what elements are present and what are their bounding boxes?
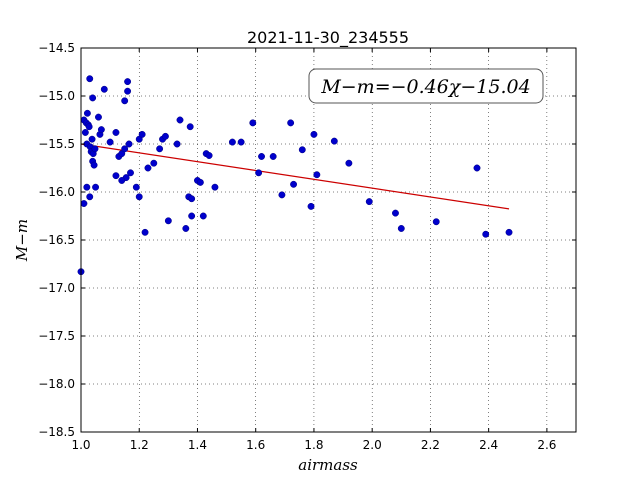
data-point bbox=[237, 138, 245, 146]
data-point bbox=[176, 116, 184, 124]
y-tick-label: −15.0 bbox=[38, 89, 75, 103]
data-point bbox=[205, 152, 213, 159]
x-tick-label: 1.4 bbox=[188, 438, 207, 452]
data-point bbox=[144, 164, 152, 172]
data-point bbox=[89, 94, 97, 102]
y-tick-label: −18.5 bbox=[38, 425, 75, 439]
data-point bbox=[161, 132, 169, 140]
data-point bbox=[182, 225, 190, 232]
data-point bbox=[173, 140, 181, 148]
fit-line-layer bbox=[80, 143, 510, 210]
data-point bbox=[112, 172, 120, 180]
x-tick-label: 2.0 bbox=[363, 438, 382, 452]
data-point bbox=[473, 164, 481, 172]
data-point bbox=[118, 177, 126, 184]
x-axis-label: airmass bbox=[298, 456, 358, 474]
data-point bbox=[186, 123, 194, 131]
data-point bbox=[255, 169, 263, 177]
grid bbox=[81, 47, 576, 433]
data-point bbox=[141, 228, 149, 236]
data-point bbox=[88, 135, 96, 143]
data-point bbox=[80, 200, 88, 207]
data-point bbox=[397, 225, 405, 232]
x-tick-label: 2.4 bbox=[479, 438, 498, 452]
data-point bbox=[121, 97, 129, 105]
data-point bbox=[86, 193, 94, 201]
data-point bbox=[188, 195, 196, 203]
x-tick-label: 1.6 bbox=[246, 438, 265, 452]
data-point bbox=[81, 129, 89, 136]
data-point bbox=[164, 217, 172, 225]
data-point bbox=[258, 153, 265, 160]
y-tick-label: −16.5 bbox=[38, 233, 75, 247]
data-point bbox=[100, 85, 108, 93]
y-axis-label: M−m bbox=[13, 219, 31, 262]
data-point bbox=[83, 109, 91, 117]
x-tick-label: 1.0 bbox=[71, 438, 90, 452]
data-point bbox=[432, 218, 440, 226]
data-point bbox=[365, 198, 373, 206]
data-point bbox=[86, 75, 94, 83]
data-point bbox=[307, 202, 315, 210]
data-point bbox=[121, 145, 129, 153]
y-tick-label: −14.5 bbox=[38, 41, 75, 55]
data-point bbox=[228, 138, 236, 146]
data-point bbox=[125, 140, 133, 148]
data-point bbox=[91, 145, 99, 153]
y-tick-label: −15.5 bbox=[38, 137, 75, 151]
annotation-box bbox=[308, 68, 544, 104]
data-point bbox=[287, 119, 295, 127]
data-point bbox=[124, 87, 132, 95]
data-point bbox=[505, 228, 513, 236]
chart-title: 2021-11-30_234555 bbox=[247, 28, 409, 48]
y-tick-label: −17.0 bbox=[38, 281, 75, 295]
data-point bbox=[135, 193, 143, 201]
data-point bbox=[298, 146, 306, 154]
data-point bbox=[85, 123, 93, 131]
y-tick-label: −18.0 bbox=[38, 377, 75, 391]
y-tick-label: −16.0 bbox=[38, 185, 75, 199]
x-tick-label: 2.6 bbox=[537, 438, 556, 452]
data-point bbox=[392, 209, 399, 217]
data-point bbox=[269, 153, 277, 160]
data-point bbox=[127, 169, 134, 177]
data-point bbox=[95, 113, 102, 121]
data-point bbox=[132, 183, 140, 191]
data-point bbox=[138, 130, 146, 138]
x-tick-label: 2.2 bbox=[421, 438, 440, 452]
data-point bbox=[150, 159, 158, 167]
x-tick-label: 1.2 bbox=[130, 438, 149, 452]
data-point bbox=[310, 130, 318, 138]
data-point bbox=[124, 78, 132, 86]
data-point bbox=[199, 212, 207, 220]
data-point bbox=[278, 191, 286, 199]
data-point bbox=[345, 159, 353, 167]
annotation-text: M−m=−0.46χ−15.04 bbox=[320, 76, 530, 98]
x-tick-label: 1.8 bbox=[304, 438, 323, 452]
data-point bbox=[196, 178, 204, 186]
data-point bbox=[83, 183, 91, 191]
data-point bbox=[211, 183, 219, 191]
data-point bbox=[313, 171, 321, 179]
data-point bbox=[249, 119, 257, 127]
data-point bbox=[290, 180, 298, 188]
data-point bbox=[156, 145, 164, 153]
ticks-layer: 1.0 1.2 1.4 1.6 1.8 2.0 2.2 2.4 2.6 −14.5 −15.0 −15… bbox=[38, 41, 576, 452]
data-point bbox=[90, 161, 98, 169]
data-point bbox=[92, 183, 100, 191]
data-point bbox=[112, 129, 120, 136]
data-point bbox=[97, 126, 105, 134]
data-point bbox=[330, 137, 338, 145]
fit-annotation: M−m=−0.46χ−15.04 bbox=[308, 68, 544, 104]
data-point bbox=[188, 212, 196, 220]
fit-line bbox=[80, 143, 510, 210]
y-tick-label: −17.5 bbox=[38, 329, 75, 343]
data-point bbox=[482, 230, 490, 238]
data-point bbox=[106, 138, 114, 146]
